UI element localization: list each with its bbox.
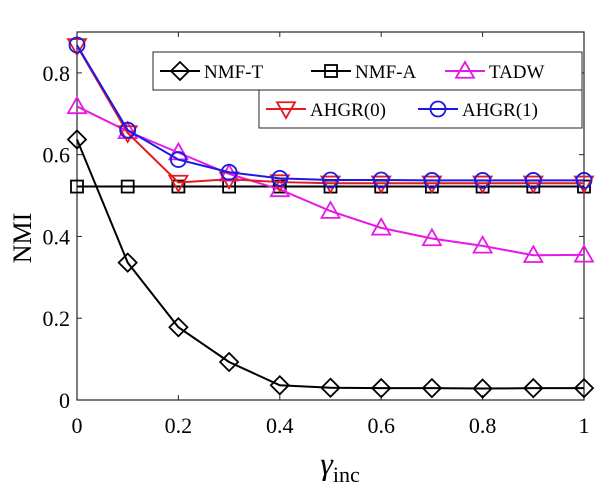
legend-label-ahgr-0: AHGR(0): [310, 100, 386, 121]
legend-marker-nmf-a: [324, 64, 338, 78]
data-point-ahgr-0: [319, 175, 342, 195]
series-nmf-t: [66, 129, 595, 399]
y-tick-label: 0: [59, 388, 70, 413]
x-tick-label: 0.6: [367, 413, 395, 438]
x-axis-label-sub: inc: [333, 462, 360, 487]
data-point-ahgr-0: [167, 174, 189, 194]
data-point-nmf-t: [421, 377, 443, 399]
data-point-ahgr-0: [522, 175, 544, 195]
data-point-nmf-t: [218, 351, 240, 373]
data-point-ahgr-0: [421, 175, 443, 195]
data-point-nmf-t: [573, 377, 595, 399]
legend-marker-nmf-t: [169, 60, 191, 82]
data-point-tadw: [573, 244, 595, 263]
y-tick-label: 0.2: [43, 306, 71, 331]
data-point-nmf-t: [66, 129, 88, 150]
data-point-ahgr-1: [474, 172, 492, 189]
series-line-tadw: [76, 105, 585, 257]
data-point-ahgr-0: [117, 125, 139, 144]
series-tadw: [66, 95, 595, 263]
data-point-nmf-a: [120, 179, 135, 194]
data-point-tadw: [421, 227, 443, 247]
series-line-ahgr-1: [76, 44, 584, 182]
data-point-ahgr-0: [370, 175, 392, 195]
legend-item-nmf-a: NMF-A: [311, 62, 417, 83]
series-line-nmf-t: [76, 139, 584, 390]
data-point-ahgr-1: [68, 36, 86, 54]
axes-frame: [76, 31, 585, 401]
data-point-ahgr-1: [119, 121, 137, 139]
legend-box-row1: [152, 51, 583, 91]
data-point-ahgr-1: [271, 169, 289, 187]
data-point-ahgr-0: [472, 175, 494, 195]
data-point-tadw: [522, 244, 544, 263]
x-tick-label: 0.8: [469, 413, 497, 438]
data-point-tadw: [370, 217, 392, 236]
legend: NMF-T NMF-A TADW AHGR(0) AHGR(1): [152, 51, 583, 129]
y-tick-label: 0.6: [43, 143, 71, 168]
x-axis-label-main: γ: [320, 445, 334, 481]
series-ahgr-1: [68, 36, 593, 189]
data-point-nmf-t: [320, 377, 341, 399]
data-point-ahgr-1: [423, 172, 441, 189]
x-axis-ticks: 0 0.2 0.4 0.6 0.8 1: [72, 32, 590, 438]
plot-area: [76, 31, 585, 401]
legend-item-tadw: TADW: [445, 60, 545, 83]
data-point-nmf-a: [70, 179, 84, 194]
y-axis-label: NMI: [8, 213, 37, 264]
data-point-ahgr-0: [66, 38, 88, 57]
data-point-ahgr-1: [524, 172, 542, 189]
y-axis-ticks: 0 0.2 0.4 0.6 0.8: [43, 61, 584, 413]
legend-marker-ahgr-0: [275, 101, 297, 120]
data-point-ahgr-1: [575, 172, 593, 189]
data-point-ahgr-1: [169, 151, 187, 168]
y-tick-label: 0.4: [43, 224, 71, 249]
series-ahgr-0: [66, 38, 595, 195]
data-point-ahgr-1: [372, 171, 390, 189]
data-point-nmf-t: [472, 378, 493, 399]
series-layer: [66, 36, 595, 399]
data-point-ahgr-1: [220, 163, 238, 181]
data-point-tadw: [472, 235, 494, 254]
legend-item-ahgr-1: AHGR(1): [418, 100, 538, 121]
x-tick-label: 1: [579, 413, 590, 438]
data-point-nmf-t: [523, 377, 544, 399]
data-point-tadw: [66, 95, 88, 115]
data-point-tadw: [269, 178, 291, 198]
legend-item-nmf-t: NMF-T: [160, 60, 264, 83]
data-point-ahgr-0: [269, 174, 291, 193]
legend-marker-ahgr-1: [429, 100, 447, 118]
y-tick-label: 0.8: [43, 61, 71, 86]
legend-label-nmf-a: NMF-A: [355, 62, 417, 83]
data-point-nmf-t: [269, 375, 291, 396]
x-axis-label: γinc: [320, 445, 360, 487]
data-point-ahgr-1: [322, 171, 339, 189]
data-point-tadw: [319, 200, 342, 219]
x-tick-label: 0.4: [266, 413, 294, 438]
x-tick-label: 0: [72, 413, 83, 438]
legend-label-ahgr-1: AHGR(1): [462, 100, 538, 121]
data-point-nmf-t: [370, 377, 392, 399]
legend-marker-tadw: [454, 60, 476, 79]
x-tick-label: 0.2: [165, 413, 193, 438]
data-point-nmf-t: [168, 316, 189, 338]
legend-label-nmf-t: NMF-T: [204, 62, 264, 83]
series-line-ahgr-0: [76, 45, 584, 185]
data-point-nmf-t: [117, 252, 138, 273]
legend-item-ahgr-0: AHGR(0): [266, 100, 386, 121]
data-point-ahgr-0: [573, 175, 595, 195]
legend-label-tadw: TADW: [489, 62, 545, 83]
